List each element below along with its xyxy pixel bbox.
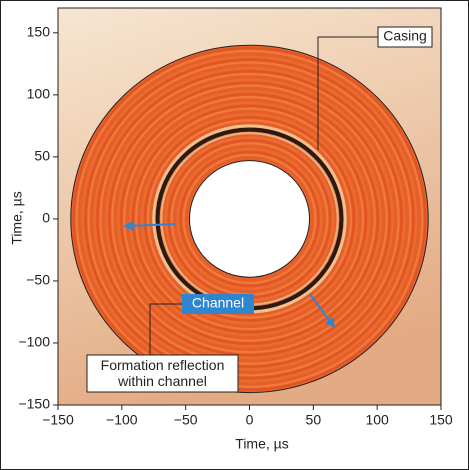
- y-tick-label: −50: [26, 272, 50, 288]
- y-axis-label: Time, µs: [9, 191, 25, 244]
- texture: [129, 101, 370, 337]
- arrow: [309, 293, 335, 329]
- texture: [134, 107, 365, 331]
- texture: [126, 98, 373, 339]
- texture: [123, 96, 376, 342]
- annotation-wrap: Formation reflection within channel: [100, 357, 225, 389]
- texture: [114, 87, 385, 351]
- texture: [78, 52, 421, 386]
- texture: [96, 70, 403, 368]
- arrow: [123, 220, 177, 231]
- texture: [182, 153, 317, 285]
- ring-image: [70, 44, 429, 394]
- texture: [146, 119, 353, 319]
- texture: [176, 147, 323, 290]
- x-tick-label: 100: [365, 412, 389, 428]
- x-tick-label: 150: [429, 412, 453, 428]
- texture: [99, 72, 400, 365]
- texture: [111, 84, 388, 354]
- texture: [90, 64, 409, 374]
- texture: [87, 61, 412, 377]
- annotation: Channel: [192, 295, 244, 311]
- texture: [149, 121, 350, 316]
- y-tick-label: 50: [34, 148, 50, 164]
- texture: [117, 90, 382, 348]
- texture: [143, 116, 356, 322]
- y-tick-label: −100: [18, 334, 50, 350]
- y-tick-label: 150: [27, 24, 51, 40]
- axes: −150 −100 −50 0 50 100 150 −150 −100 −50 0 50 100 150: [18, 24, 452, 428]
- annotation-box: [86, 354, 239, 393]
- texture: [173, 145, 326, 293]
- texture: [81, 55, 418, 383]
- texture: [185, 156, 314, 282]
- texture: [137, 110, 362, 328]
- x-axis-label: Time, µs: [235, 436, 288, 452]
- inner-hole: [188, 160, 311, 278]
- x-tick-label: 0: [246, 412, 254, 428]
- leader-line: [317, 36, 378, 150]
- texture: [84, 58, 415, 380]
- texture: [72, 47, 427, 391]
- leader-line: [149, 303, 182, 355]
- texture: [105, 78, 394, 360]
- annotation: Formation reflection within channel: [100, 357, 225, 389]
- x-tick-label: −100: [106, 412, 138, 428]
- annotation-box: [182, 294, 254, 314]
- y-tick-label: 100: [27, 86, 51, 102]
- texture: [93, 67, 406, 371]
- texture: [75, 49, 424, 388]
- x-tick-label: 50: [306, 412, 322, 428]
- annotation-box: [377, 26, 433, 48]
- annotation: Casing: [383, 28, 427, 44]
- texture: [102, 75, 397, 362]
- y-tick-label: 0: [42, 210, 50, 226]
- y-tick-label: −150: [18, 396, 50, 412]
- texture: [140, 113, 359, 325]
- texture: [131, 104, 368, 334]
- texture: [120, 93, 379, 345]
- x-tick-label: −150: [42, 412, 74, 428]
- texture: [179, 150, 320, 287]
- x-tick-label: −50: [174, 412, 198, 428]
- texture: [108, 81, 391, 357]
